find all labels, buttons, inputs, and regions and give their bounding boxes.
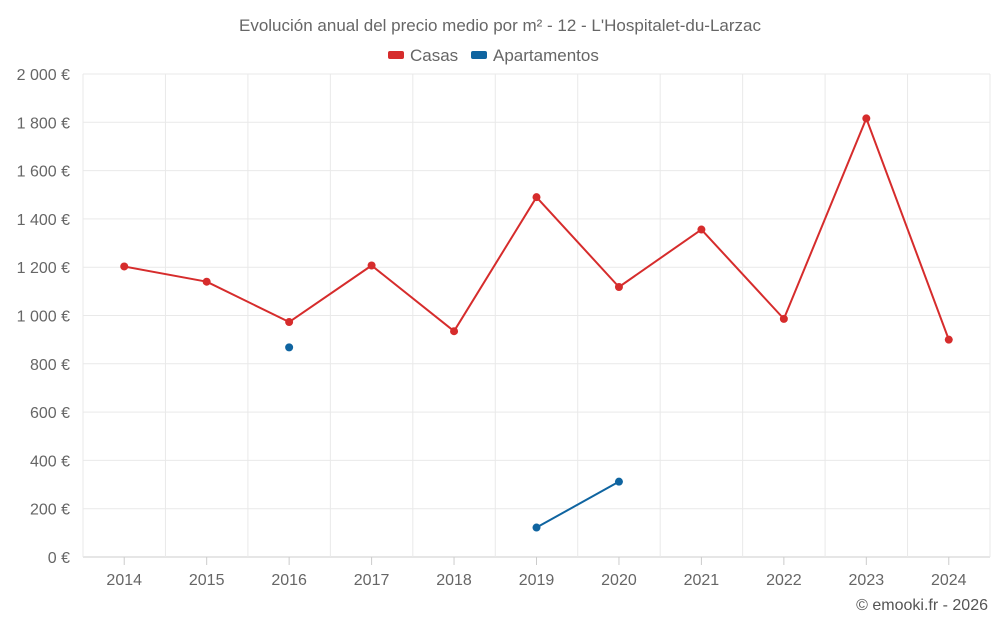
x-tick-label: 2021 — [684, 572, 720, 589]
legend: Casas Apartamentos — [388, 46, 599, 65]
y-gridlines — [83, 73, 990, 558]
data-point[interactable] — [779, 314, 788, 323]
y-tick-label: 400 € — [30, 453, 70, 470]
data-point[interactable] — [450, 327, 459, 336]
x-tick-label: 2017 — [354, 572, 390, 589]
y-tick-label: 0 € — [48, 550, 70, 567]
legend-swatch-apartamentos — [471, 51, 487, 59]
x-tick-label: 2022 — [766, 572, 802, 589]
data-point[interactable] — [944, 335, 953, 344]
series-layer — [120, 114, 953, 532]
chart-title: Evolución anual del precio medio por m² … — [239, 16, 762, 35]
data-point[interactable] — [367, 261, 376, 270]
y-tick-label: 1 000 € — [17, 309, 70, 326]
data-point[interactable] — [862, 114, 871, 123]
x-tick-label: 2018 — [436, 572, 472, 589]
data-point[interactable] — [285, 318, 294, 327]
data-point[interactable] — [697, 225, 706, 234]
y-tick-label: 2 000 € — [17, 67, 70, 84]
y-tick-label: 1 200 € — [17, 260, 70, 277]
data-point[interactable] — [285, 343, 294, 352]
data-point[interactable] — [202, 277, 211, 286]
data-point[interactable] — [532, 523, 541, 532]
y-tick-label: 1 800 € — [17, 115, 70, 132]
x-tick-label: 2019 — [519, 572, 555, 589]
legend-label-apartamentos: Apartamentos — [493, 46, 599, 65]
x-tick-label: 2016 — [271, 572, 307, 589]
series-apartamentos — [285, 343, 623, 532]
y-tick-label: 600 € — [30, 405, 70, 422]
legend-swatch-casas — [388, 51, 404, 59]
data-point[interactable] — [614, 477, 623, 486]
data-point[interactable] — [532, 193, 541, 202]
data-point[interactable] — [614, 283, 623, 292]
y-tick-label: 800 € — [30, 357, 70, 374]
x-gridlines — [82, 74, 991, 565]
x-tick-label: 2024 — [931, 572, 967, 589]
legend-item-apartamentos[interactable]: Apartamentos — [471, 46, 599, 65]
x-tick-label: 2014 — [106, 572, 142, 589]
y-axis-ticks: 0 € 200 € 400 € 600 € 800 € 1 000 € 1 200 € 1 4… — [17, 67, 70, 567]
y-tick-label: 1 600 € — [17, 164, 70, 181]
x-tick-label: 2020 — [601, 572, 637, 589]
legend-item-casas[interactable]: Casas — [388, 46, 458, 65]
x-axis-ticks: 2014 2015 2016 2017 2018 2019 2020 2021 2022 2023… — [106, 572, 966, 589]
y-tick-label: 200 € — [30, 502, 70, 519]
legend-label-casas: Casas — [410, 46, 458, 65]
x-tick-label: 2015 — [189, 572, 225, 589]
credit-text: © emooki.fr - 2026 — [856, 597, 988, 614]
series-line — [536, 480, 620, 529]
data-point[interactable] — [120, 262, 129, 271]
y-tick-label: 1 400 € — [17, 212, 70, 229]
x-tick-label: 2023 — [849, 572, 885, 589]
series-casas — [120, 114, 953, 344]
